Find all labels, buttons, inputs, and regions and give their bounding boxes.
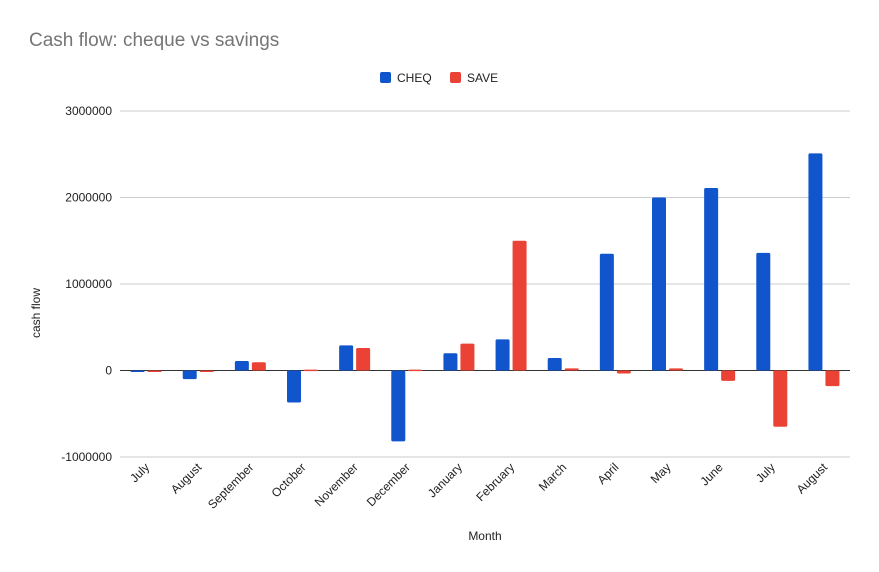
legend-label-save: SAVE [467, 71, 498, 85]
x-tick-label: September [205, 460, 256, 511]
y-tick-label: 2000000 [65, 191, 112, 205]
bar-cheq [182, 370, 197, 380]
bar-cheq [704, 187, 719, 371]
bar-save [356, 348, 371, 371]
bar-cheq [547, 357, 562, 371]
bar-save [669, 368, 683, 371]
bar-cheq [391, 370, 406, 442]
x-tick-label: August [168, 460, 205, 497]
y-axis-title: cash flow [29, 288, 43, 338]
legend-swatch-save [450, 72, 461, 83]
bar-save [460, 343, 475, 371]
x-tick-label: January [425, 460, 465, 500]
bar-save [773, 370, 788, 427]
gridlines [120, 110, 850, 458]
bar-cheq [599, 253, 614, 371]
x-tick-label: December [364, 460, 413, 509]
bar-save [512, 240, 527, 371]
y-tick-label: 1000000 [65, 277, 112, 291]
bar-save [564, 368, 579, 371]
bar-save [408, 369, 423, 372]
y-tick-label: 3000000 [65, 104, 112, 118]
bars [130, 153, 840, 442]
x-tick-label: February [473, 460, 517, 504]
bar-cheq [287, 370, 301, 403]
x-tick-label: November [312, 460, 361, 509]
legend-label-cheq: CHEQ [397, 71, 432, 85]
bar-cheq [130, 370, 145, 372]
bar-save [251, 362, 266, 371]
bar-cheq [652, 197, 666, 371]
x-tick-label: March [536, 460, 569, 493]
bar-cheq [339, 345, 354, 371]
y-tick-label: -1000000 [61, 450, 112, 464]
bar-save [616, 370, 631, 374]
bar-save [147, 370, 162, 372]
chart-title: Cash flow: cheque vs savings [29, 30, 280, 51]
bar-save [199, 370, 214, 372]
bar-cheq [808, 153, 823, 371]
bar-save [304, 369, 318, 372]
y-axis-ticks: -1000000 0 1000000 2000000 3000000 [61, 104, 112, 464]
x-tick-label: October [269, 460, 309, 500]
x-tick-label: August [794, 460, 831, 497]
legend: CHEQ SAVE [380, 71, 498, 85]
x-tick-label: July [753, 460, 778, 485]
x-tick-label: May [648, 460, 674, 486]
x-tick-label: June [697, 460, 726, 489]
bar-save [825, 370, 840, 387]
x-tick-label: April [595, 460, 622, 487]
bar-cheq [756, 252, 771, 371]
bar-cheq [443, 353, 458, 371]
y-tick-label: 0 [105, 364, 112, 378]
bar-cheq [495, 339, 510, 371]
x-tick-label: July [127, 460, 152, 485]
legend-swatch-cheq [380, 72, 391, 83]
bar-cheq [234, 360, 249, 371]
bar-save [721, 370, 736, 381]
x-axis-title: Month [468, 529, 501, 543]
x-axis-ticks: July August September October November Decemb… [127, 460, 830, 512]
